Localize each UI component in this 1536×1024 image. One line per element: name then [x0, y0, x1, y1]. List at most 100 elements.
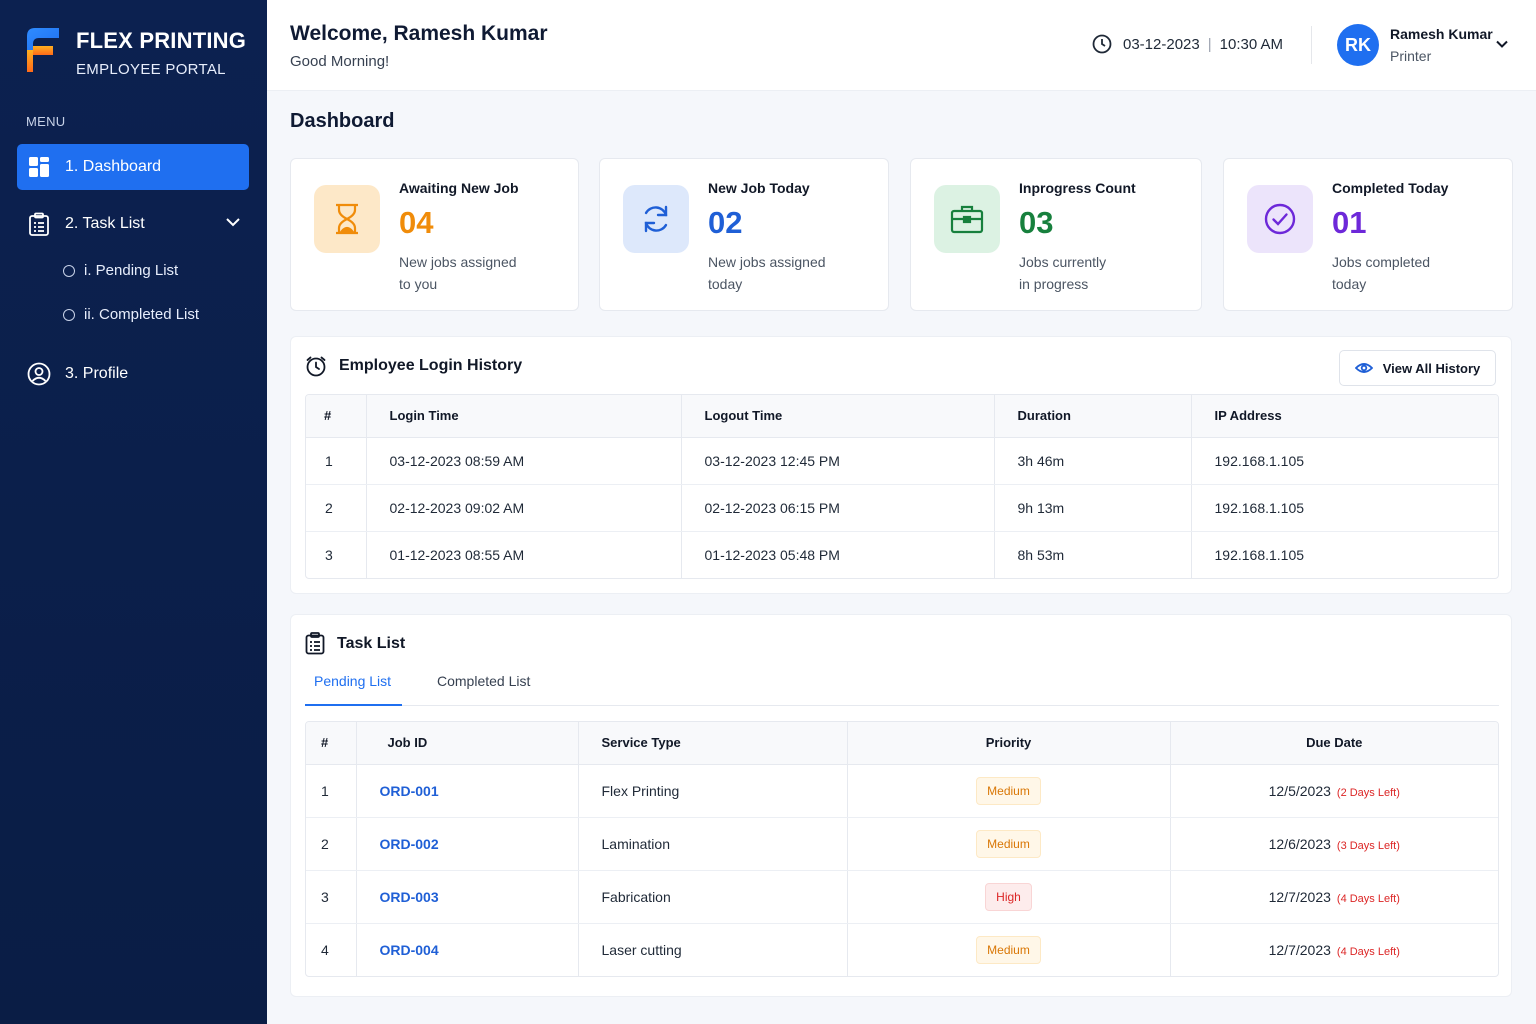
job-id-link[interactable]: ORD-001: [379, 782, 439, 799]
column-header: Due Date: [1170, 722, 1498, 765]
datetime-separator: |: [1207, 35, 1212, 53]
login-history-panel: Employee Login History View All History …: [290, 336, 1512, 594]
stat-value: 04: [399, 205, 434, 240]
priority-badge: High: [985, 882, 1032, 911]
table-row: 3 01-12-2023 08:55 AM 01-12-2023 05:48 P…: [306, 531, 1498, 578]
hourglass-icon: [314, 185, 380, 253]
brand: FLEX PRINTING EMPLOYEE PORTAL: [25, 26, 246, 78]
cell: Lamination: [578, 817, 848, 871]
stat-card-inprogress: Inprogress Count 03 Jobs currently in pro…: [910, 158, 1202, 311]
dashboard-grid-icon: [27, 155, 51, 179]
clock-icon: [1092, 34, 1112, 54]
cell: 4: [306, 923, 357, 976]
cell: 192.168.1.105: [1191, 437, 1498, 485]
table-row: 4 ORD-004 Laser cutting Medium 12/7/2023…: [306, 923, 1498, 976]
table-header-row: # Login Time Logout Time Duration IP Add…: [306, 395, 1498, 438]
user-role: Printer: [1390, 48, 1432, 64]
job-id-link[interactable]: ORD-004: [379, 941, 439, 958]
stat-description: New jobs assigned today: [708, 254, 826, 292]
chevron-down-icon[interactable]: [225, 214, 241, 235]
stat-title: Awaiting New Job: [399, 180, 519, 196]
sidebar-item-label: 2. Task List: [65, 215, 145, 232]
sidebar-subitem-completed-list[interactable]: ii. Completed List: [63, 306, 199, 323]
priority-badge: Medium: [976, 935, 1041, 964]
tab-completed-list[interactable]: Completed List: [437, 673, 531, 689]
clipboard-list-icon: [27, 212, 51, 236]
circle-bullet-icon: [63, 308, 75, 321]
cell: 3: [306, 870, 357, 924]
sidebar-item-profile[interactable]: 3. Profile: [17, 351, 249, 397]
stat-title: Inprogress Count: [1019, 180, 1136, 196]
sidebar-item-task-list[interactable]: 2. Task List: [17, 201, 249, 247]
stat-description: Jobs completed today: [1332, 254, 1431, 292]
view-all-history-button[interactable]: View All History: [1339, 350, 1496, 386]
top-header: Welcome, Ramesh Kumar Good Morning! 03-1…: [267, 0, 1536, 91]
cell: 02-12-2023 09:02 AM: [366, 484, 682, 532]
stat-title: Completed Today: [1332, 180, 1449, 196]
brand-subtitle: EMPLOYEE PORTAL: [76, 61, 226, 78]
user-name[interactable]: Ramesh Kumar: [1390, 26, 1493, 42]
header-divider: [1311, 26, 1312, 64]
sidebar: FLEX PRINTING EMPLOYEE PORTAL MENU 1. Da…: [0, 0, 267, 1024]
stat-card-awaiting: Awaiting New Job 04 New jobs assigned to …: [290, 158, 579, 311]
login-history-table: # Login Time Logout Time Duration IP Add…: [305, 394, 1499, 579]
column-header: #: [306, 395, 367, 438]
sidebar-subitem-pending-list[interactable]: i. Pending List: [63, 262, 178, 279]
circle-bullet-icon: [63, 264, 75, 277]
cell: 3: [306, 531, 367, 578]
cell: 2: [306, 817, 357, 871]
cell: Laser cutting: [578, 923, 848, 976]
panel-title: Task List: [305, 632, 405, 655]
cell: 03-12-2023 12:45 PM: [681, 437, 995, 485]
sidebar-subitem-label: i. Pending List: [84, 262, 179, 279]
brand-name: FLEX PRINTING: [76, 28, 247, 53]
brand-logo-icon: [25, 26, 61, 74]
page-title: Dashboard: [290, 110, 395, 132]
avatar[interactable]: RK: [1337, 24, 1379, 66]
greeting-text: Good Morning!: [290, 53, 390, 70]
datetime: 03-12-2023 | 10:30 AM: [1092, 34, 1283, 54]
cell: 3h 46m: [994, 437, 1192, 485]
welcome-text: Welcome, Ramesh Kumar: [290, 22, 548, 45]
panel-title: Employee Login History: [305, 355, 522, 377]
chevron-down-icon[interactable]: [1495, 37, 1509, 56]
task-tabs: Pending List Completed List: [305, 673, 1499, 706]
current-time: 10:30 AM: [1219, 35, 1284, 53]
cell: 8h 53m: [994, 531, 1192, 578]
eye-icon: [1354, 363, 1373, 373]
check-circle-icon: [1247, 185, 1313, 253]
column-header: Service Type: [578, 722, 848, 765]
cell: 192.168.1.105: [1214, 546, 1305, 563]
job-id-link[interactable]: ORD-002: [379, 835, 439, 852]
table-row: 1 ORD-001 Flex Printing Medium 12/5/2023…: [306, 764, 1498, 818]
alarm-clock-icon: [305, 355, 327, 377]
table-row: 2 02-12-2023 09:02 AM 02-12-2023 06:15 P…: [306, 484, 1498, 532]
cell: 9h 13m: [994, 484, 1192, 532]
due-date-cell: 12/6/2023 (3 Days Left): [1170, 817, 1498, 871]
cell: 1: [306, 764, 357, 818]
cell: 2: [306, 484, 367, 532]
sidebar-item-dashboard[interactable]: 1. Dashboard: [17, 144, 249, 190]
table-row: 2 ORD-002 Lamination Medium 12/6/2023 (3 …: [306, 817, 1498, 871]
table-header-row: # Job ID Service Type Priority Due Date: [306, 722, 1498, 765]
stat-value: 02: [708, 205, 743, 240]
due-date-cell: 12/7/2023 (4 Days Left): [1268, 941, 1400, 958]
priority-badge: Medium: [976, 829, 1041, 858]
sidebar-item-label: 3. Profile: [65, 365, 129, 382]
current-date: 03-12-2023: [1123, 35, 1200, 53]
stat-description: New jobs assigned to you: [399, 254, 517, 292]
column-header: #: [306, 722, 357, 765]
stat-title: New Job Today: [708, 180, 810, 196]
menu-label: MENU: [26, 114, 66, 129]
column-header: IP Address: [1191, 395, 1498, 438]
tab-pending-list[interactable]: Pending List: [305, 673, 402, 706]
table-row: 1 03-12-2023 08:59 AM 03-12-2023 12:45 P…: [306, 437, 1498, 485]
sidebar-item-label: 1. Dashboard: [65, 158, 162, 175]
clipboard-list-icon: [305, 632, 325, 655]
stat-description: Jobs currently in progress: [1019, 254, 1107, 292]
column-header: Priority: [847, 722, 1171, 765]
job-id-link[interactable]: ORD-003: [379, 888, 439, 905]
due-date-cell: 12/5/2023 (2 Days Left): [1170, 764, 1498, 818]
stat-card-new-today: New Job Today 02 New jobs assigned today: [599, 158, 889, 311]
cell: 02-12-2023 06:15 PM: [681, 484, 995, 532]
